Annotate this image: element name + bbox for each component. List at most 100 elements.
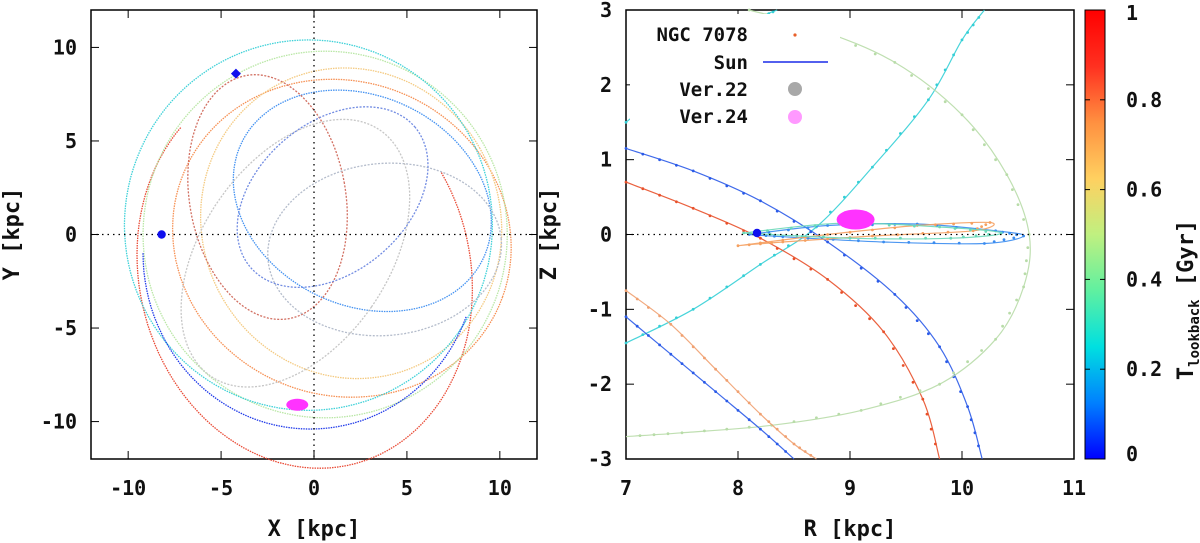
right-orbit-point	[868, 317, 871, 321]
colorbar-label-main: T	[1174, 367, 1199, 380]
right-orbit-point	[1022, 218, 1025, 221]
right-orbit-point	[901, 364, 905, 367]
right-orbit-point	[658, 314, 661, 318]
right-orbit-point	[837, 412, 841, 416]
right-orbit-point	[893, 293, 897, 296]
right-orbit-point	[803, 450, 807, 453]
left-markers	[157, 68, 309, 411]
right-orbit-point	[773, 253, 776, 257]
right-orbit-point	[624, 289, 628, 292]
right-orbit-point	[871, 234, 874, 238]
left-cluster-marker	[230, 68, 241, 79]
right-orbit-point	[899, 395, 902, 399]
right-orbit-point	[1022, 285, 1025, 289]
right-orbit-point	[766, 229, 769, 233]
legend-marker-ver22	[788, 82, 802, 96]
right-orbit-point	[876, 279, 880, 283]
right-orbit-point	[759, 412, 762, 416]
right-orbit-point	[658, 158, 661, 162]
right-orbit-point	[921, 397, 925, 401]
right-orbit-point	[798, 446, 801, 450]
right-orbit-point	[792, 420, 796, 423]
right-y-tick-label: 1	[600, 148, 612, 172]
right-sun-marker	[752, 228, 762, 238]
right-orbit-point	[843, 195, 846, 199]
right-orbit-point	[725, 379, 729, 382]
right-orbit-point	[969, 228, 972, 232]
left-x-axis-label: X [kpc]	[268, 517, 361, 542]
right-orbit-point	[938, 345, 941, 349]
right-orbit-point	[932, 241, 936, 245]
right-orbit-point	[675, 200, 678, 204]
left-x-tick-label: -5	[209, 476, 233, 500]
right-orbit-point	[813, 224, 817, 228]
right-orbit-point	[934, 442, 937, 446]
right-orbit-point	[994, 337, 997, 341]
right-orbit-point	[669, 322, 673, 326]
right-orbit-point	[885, 148, 888, 152]
right-orbit-point	[658, 193, 661, 197]
right-orbit-point	[747, 401, 751, 405]
right-orbit-point	[943, 68, 947, 72]
right-orbit-point	[871, 228, 874, 232]
right-orbit-point	[767, 435, 771, 438]
colorbar-tick-label: 0.8	[1126, 88, 1162, 112]
right-orbit-point	[675, 316, 678, 320]
right-orbit-point	[784, 435, 787, 438]
right-orbit-point	[714, 390, 717, 393]
right-orbit-point	[970, 221, 974, 225]
colorbar-tick-label: 0.6	[1126, 178, 1162, 202]
right-orbit-point	[691, 169, 695, 173]
right-orbit-point	[984, 230, 988, 233]
right-orbit-point	[952, 222, 955, 226]
right-orbit-point	[966, 31, 969, 34]
legend-background	[630, 14, 840, 136]
right-orbit-point	[882, 330, 885, 334]
right-x-tick-label: 8	[732, 476, 744, 500]
right-orbit-point	[708, 177, 712, 180]
right-orbit-point	[815, 416, 818, 420]
right-orbit-point	[624, 180, 628, 184]
right-orbit-point	[775, 247, 779, 250]
right-x-tick-label: 9	[844, 476, 856, 500]
right-orbit-point	[935, 83, 939, 87]
right-orbit-point	[792, 257, 796, 261]
left-orbit-series	[180, 118, 411, 388]
right-orbit-point	[781, 240, 785, 244]
right-orbit-point	[1011, 188, 1014, 192]
left-ticks: -10 -5 0 5 10 -10 -5 0 5 10	[41, 10, 537, 500]
right-orbit-point	[635, 297, 639, 301]
xy-orbit-panel: -10 -5 0 5 10 -10 -5 0 5 10 X [kpc] Y [kpc]	[0, 9, 538, 542]
right-orbit-point	[725, 221, 729, 225]
right-orbit-point	[938, 382, 941, 386]
right-orbit-point	[680, 431, 684, 435]
right-orbit-point	[840, 291, 843, 294]
right-orbit-point	[666, 432, 670, 436]
right-orbit-point	[652, 433, 656, 437]
right-orbit-point	[770, 241, 773, 245]
right-orbit-point	[725, 399, 729, 403]
right-orbit-point	[899, 132, 902, 135]
left-x-tick-label: -10	[110, 476, 146, 500]
right-orbit-point	[1027, 233, 1031, 236]
right-orbit-point	[938, 225, 941, 229]
right-orbit-point	[910, 74, 913, 77]
right-orbit-point	[641, 187, 645, 191]
right-orbit-point	[892, 347, 895, 350]
right-orbit-series	[625, 147, 983, 460]
right-orbit-point	[658, 343, 661, 347]
right-orbit-point	[809, 267, 813, 271]
left-orbit-lines	[123, 39, 512, 469]
left-y-tick-label: -10	[41, 410, 77, 434]
right-orbit-point	[977, 16, 981, 19]
right-orbit-point	[789, 226, 793, 230]
left-orbit-series	[187, 74, 348, 321]
left-ver-cloud	[286, 398, 309, 411]
right-y-axis-label: Z [kpc]	[537, 188, 562, 281]
right-orbit-point	[848, 236, 852, 240]
right-orbit-point	[966, 360, 969, 364]
right-orbit-point	[675, 163, 678, 167]
right-orbit-point	[977, 444, 980, 448]
right-orbit-point	[882, 240, 885, 244]
right-orbit-point	[957, 241, 961, 245]
